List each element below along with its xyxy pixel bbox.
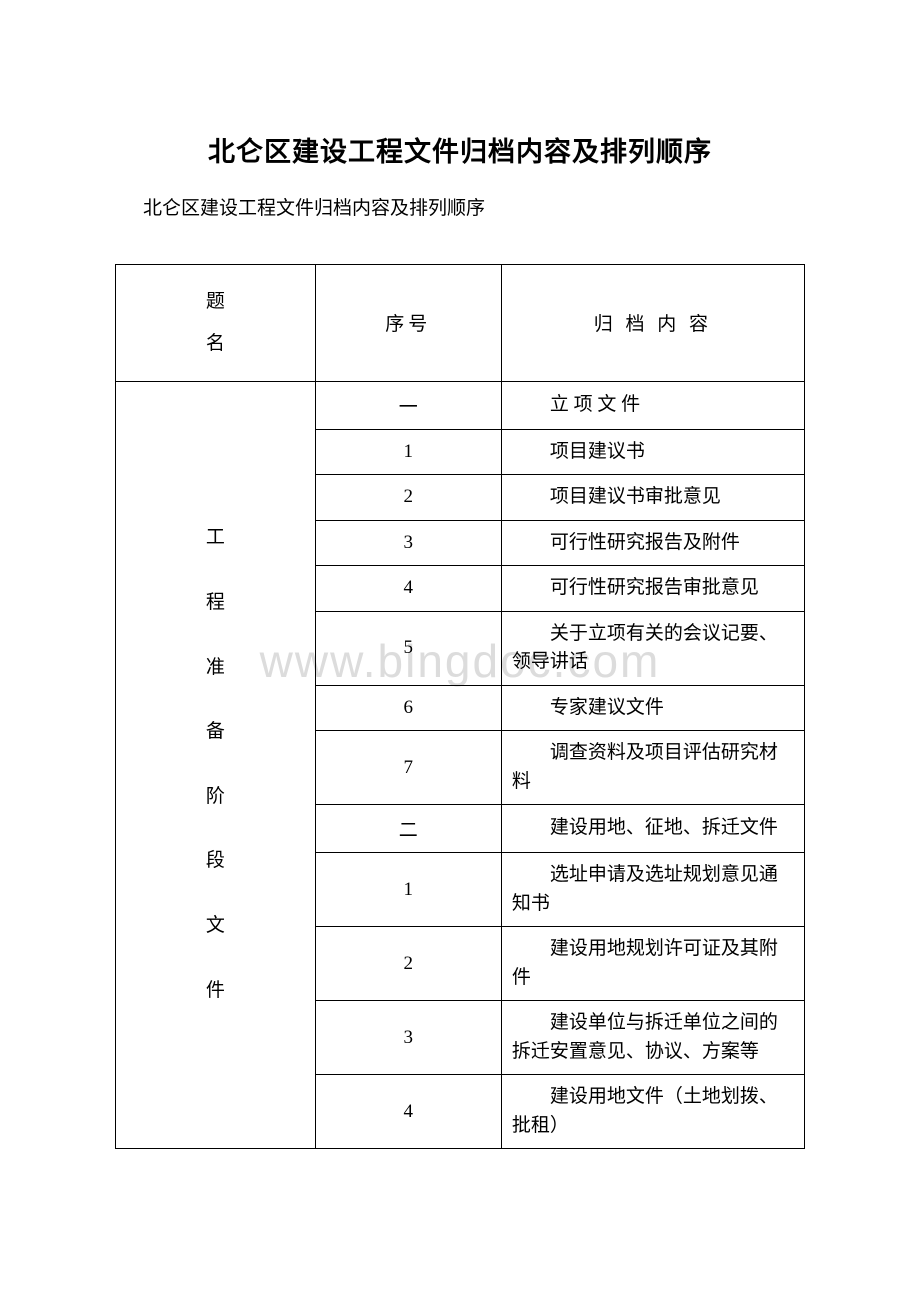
seq-cell: 2 (315, 475, 501, 521)
header-content: 归 档 内 容 (501, 265, 804, 382)
seq-cell: 7 (315, 731, 501, 805)
content-cell: 可行性研究报告审批意见 (501, 566, 804, 612)
seq-cell: 二 (315, 805, 501, 853)
content-cell: 专家建议文件 (501, 685, 804, 731)
content-cell: 项目建议书审批意见 (501, 475, 804, 521)
content-cell: 选址申请及选址规划意见通知书 (501, 853, 804, 927)
seq-cell: 1 (315, 853, 501, 927)
section-label-vertical: 工 程 准 备 阶 段 文 件 (116, 478, 315, 1051)
seq-cell: 3 (315, 1001, 501, 1075)
content-cell: 立 项 文 件 (501, 381, 804, 429)
content-cell: 调查资料及项目评估研究材料 (501, 731, 804, 805)
content-cell: 建设用地、征地、拆迁文件 (501, 805, 804, 853)
content-cell: 建设用地文件（土地划拨、批租） (501, 1075, 804, 1149)
content-cell: 项目建议书 (501, 429, 804, 475)
page-title: 北仑区建设工程文件归档内容及排列顺序 (115, 130, 805, 169)
content-cell: 建设用地规划许可证及其附件 (501, 927, 804, 1001)
page-subtitle: 北仑区建设工程文件归档内容及排列顺序 (143, 193, 805, 220)
content-cell: 关于立项有关的会议记要、领导讲话 (501, 611, 804, 685)
document-page: 北仑区建设工程文件归档内容及排列顺序 北仑区建设工程文件归档内容及排列顺序 题 … (0, 0, 920, 1209)
seq-cell: 5 (315, 611, 501, 685)
header-heading-char2: 名 (206, 333, 225, 354)
table-header-row: 题 名 序号 归 档 内 容 (116, 265, 805, 382)
header-heading-char1: 题 (206, 291, 225, 312)
seq-cell: 4 (315, 1075, 501, 1149)
table-row: 工 程 准 备 阶 段 文 件 一 立 项 文 件 (116, 381, 805, 429)
seq-cell: 6 (315, 685, 501, 731)
header-sequence: 序号 (315, 265, 501, 382)
header-heading: 题 名 (116, 265, 316, 382)
section-label-cell: 工 程 准 备 阶 段 文 件 (116, 381, 316, 1149)
seq-cell: 2 (315, 927, 501, 1001)
content-cell: 可行性研究报告及附件 (501, 520, 804, 566)
content-cell: 建设单位与拆迁单位之间的拆迁安置意见、协议、方案等 (501, 1001, 804, 1075)
seq-cell: 4 (315, 566, 501, 612)
seq-cell: 一 (315, 381, 501, 429)
seq-cell: 3 (315, 520, 501, 566)
seq-cell: 1 (315, 429, 501, 475)
archive-table: 题 名 序号 归 档 内 容 工 程 准 备 阶 段 文 件 一 (115, 264, 805, 1149)
